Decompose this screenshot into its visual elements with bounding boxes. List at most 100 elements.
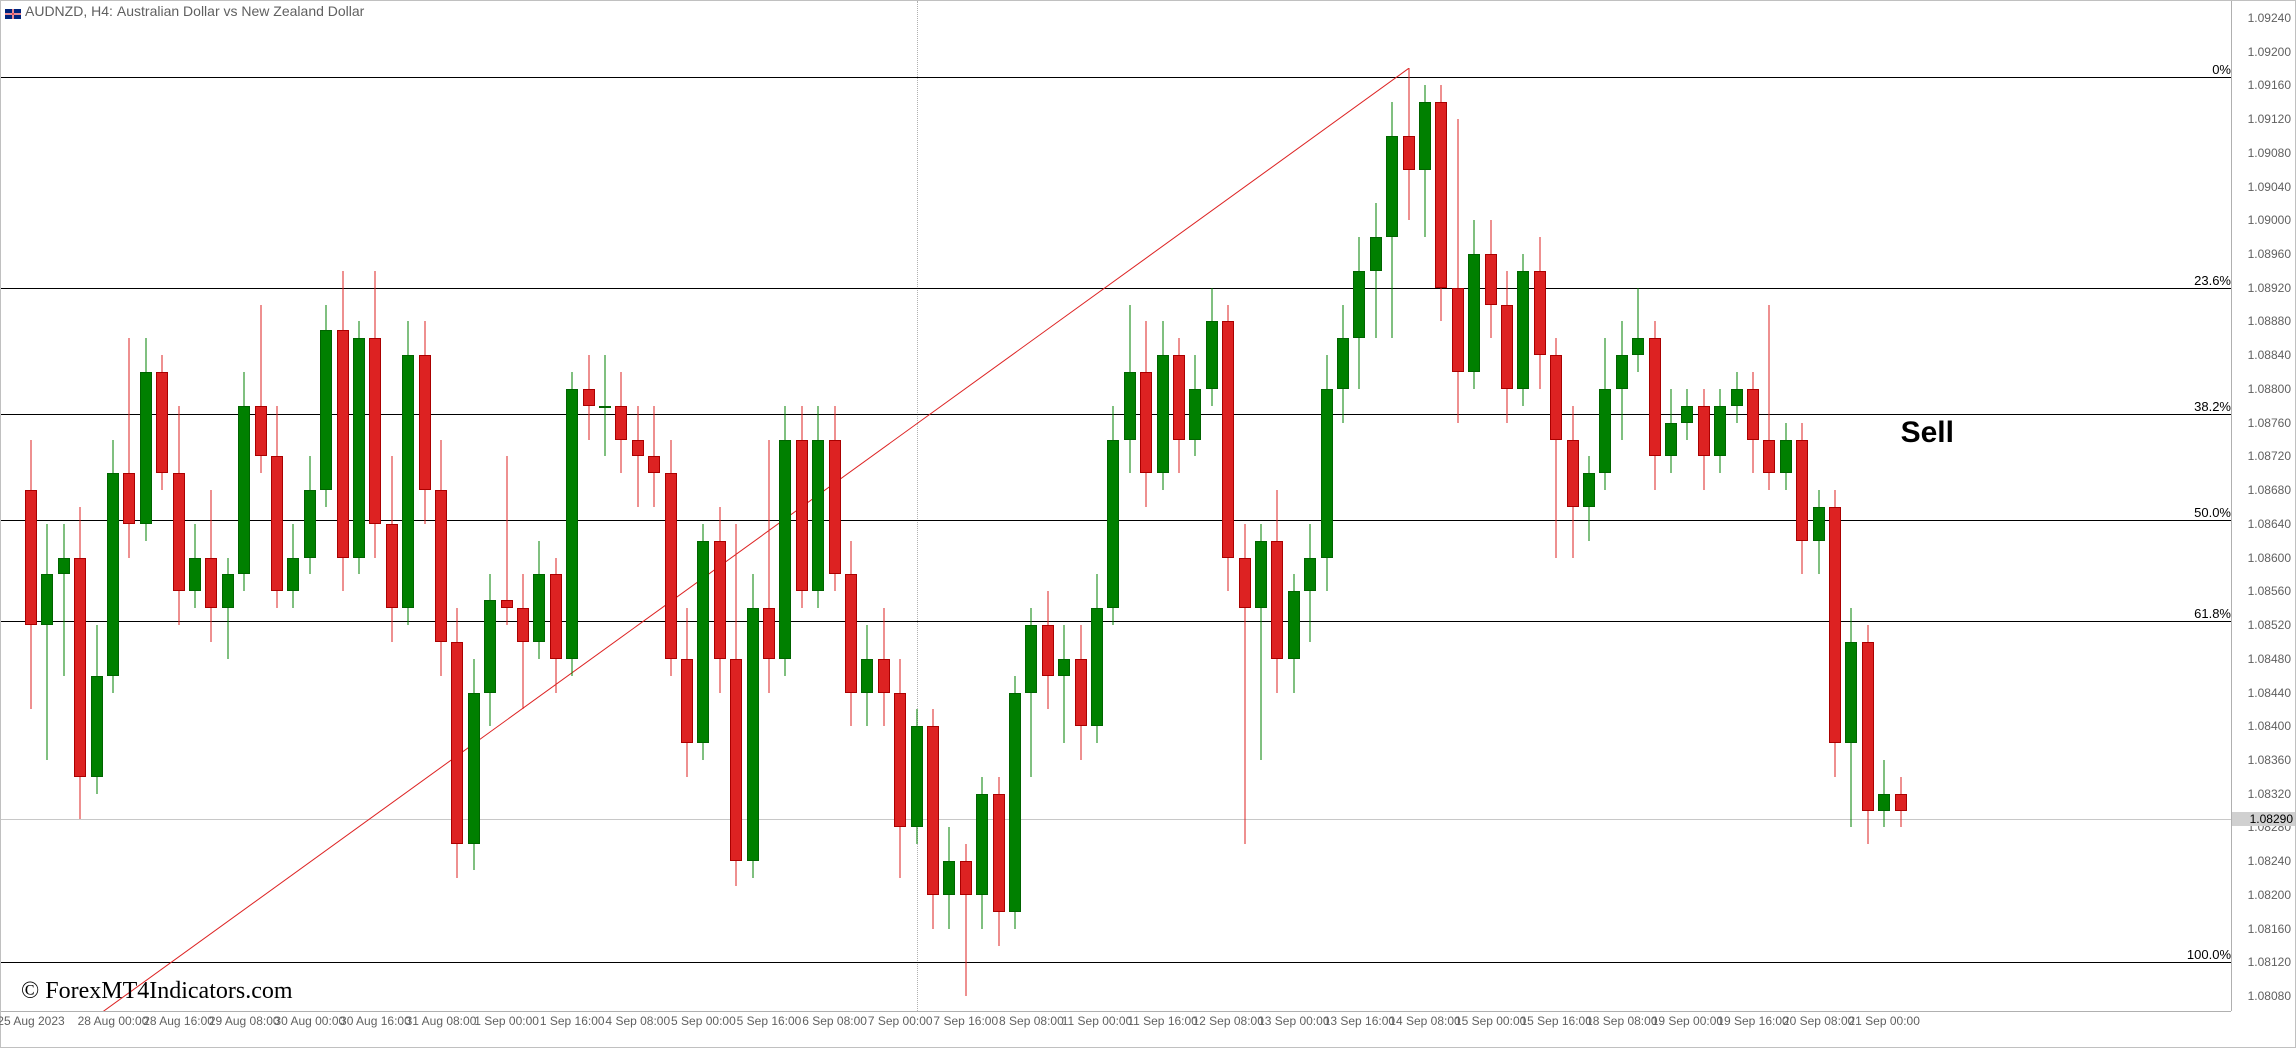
candle[interactable] — [665, 440, 677, 676]
candle[interactable] — [779, 406, 791, 676]
candle[interactable] — [271, 406, 283, 608]
candle[interactable] — [1681, 389, 1693, 440]
candle[interactable] — [1403, 68, 1415, 220]
candle[interactable] — [189, 524, 201, 608]
candle[interactable] — [1091, 574, 1103, 743]
candle[interactable] — [1386, 102, 1398, 338]
candle[interactable] — [369, 271, 381, 558]
candle[interactable] — [1599, 338, 1611, 490]
candle[interactable] — [337, 271, 349, 591]
candle[interactable] — [993, 777, 1005, 946]
candle[interactable] — [1058, 625, 1070, 743]
candle[interactable] — [648, 406, 660, 507]
candle[interactable] — [123, 338, 135, 557]
candle[interactable] — [960, 844, 972, 996]
candle[interactable] — [1321, 355, 1333, 591]
candle[interactable] — [1452, 119, 1464, 423]
candle[interactable] — [1763, 305, 1775, 491]
candle[interactable] — [796, 406, 808, 608]
candle[interactable] — [402, 321, 414, 625]
candle[interactable] — [599, 355, 611, 456]
candle[interactable] — [1370, 203, 1382, 338]
candle[interactable] — [1878, 760, 1890, 827]
candle[interactable] — [1534, 237, 1546, 389]
candle[interactable] — [1862, 625, 1874, 844]
candle[interactable] — [1173, 338, 1185, 473]
candle[interactable] — [714, 507, 726, 693]
fib-level-line[interactable] — [1, 77, 2233, 78]
candle[interactable] — [1616, 321, 1628, 439]
candle[interactable] — [681, 608, 693, 777]
candle[interactable] — [468, 659, 480, 870]
candle[interactable] — [1895, 777, 1907, 828]
candle[interactable] — [829, 406, 841, 592]
candle[interactable] — [1517, 254, 1529, 406]
candle[interactable] — [1501, 271, 1513, 423]
candle[interactable] — [238, 372, 250, 591]
candle[interactable] — [1206, 288, 1218, 406]
candle[interactable] — [1337, 305, 1349, 423]
candle[interactable] — [1583, 456, 1595, 540]
candle[interactable] — [419, 321, 431, 523]
candle[interactable] — [566, 372, 578, 676]
candle[interactable] — [878, 608, 890, 726]
candle[interactable] — [533, 541, 545, 659]
candle[interactable] — [1780, 423, 1792, 490]
candle[interactable] — [615, 372, 627, 473]
fib-level-line[interactable] — [1, 962, 2233, 963]
chart-window[interactable]: AUDNZD, H4: Australian Dollar vs New Zea… — [0, 0, 2296, 1048]
candle[interactable] — [140, 338, 152, 540]
candle[interactable] — [927, 709, 939, 928]
candle[interactable] — [1288, 574, 1300, 692]
candle[interactable] — [1353, 237, 1365, 389]
candle[interactable] — [1009, 676, 1021, 929]
candle[interactable] — [1189, 355, 1201, 456]
candle[interactable] — [320, 305, 332, 507]
candle[interactable] — [41, 524, 53, 760]
candle[interactable] — [517, 574, 529, 709]
candle[interactable] — [74, 507, 86, 819]
candle[interactable] — [1632, 288, 1644, 372]
candle[interactable] — [287, 524, 299, 608]
candle[interactable] — [1255, 524, 1267, 760]
candle[interactable] — [1304, 524, 1316, 642]
candle[interactable] — [1485, 220, 1497, 338]
candle[interactable] — [1665, 389, 1677, 473]
candle[interactable] — [697, 524, 709, 760]
candle[interactable] — [1468, 220, 1480, 389]
candle[interactable] — [1435, 85, 1447, 321]
candle[interactable] — [91, 625, 103, 794]
candle[interactable] — [943, 827, 955, 928]
candle[interactable] — [205, 490, 217, 642]
candle[interactable] — [1550, 338, 1562, 557]
candle[interactable] — [1239, 524, 1251, 844]
candle[interactable] — [812, 406, 824, 608]
candle[interactable] — [730, 524, 742, 887]
candle[interactable] — [1796, 423, 1808, 575]
candle[interactable] — [25, 440, 37, 710]
candle[interactable] — [747, 574, 759, 878]
candle[interactable] — [1714, 389, 1726, 473]
candle[interactable] — [976, 777, 988, 929]
candle[interactable] — [861, 625, 873, 726]
candle[interactable] — [583, 355, 595, 439]
candle[interactable] — [1698, 389, 1710, 490]
candle[interactable] — [222, 558, 234, 659]
candle[interactable] — [435, 440, 447, 676]
candle[interactable] — [58, 524, 70, 676]
candle[interactable] — [632, 406, 644, 507]
time-axis[interactable]: 25 Aug 202328 Aug 00:0028 Aug 16:0029 Au… — [1, 1011, 2231, 1047]
candle[interactable] — [156, 355, 168, 490]
candle[interactable] — [894, 659, 906, 878]
candle[interactable] — [1747, 372, 1759, 473]
candle[interactable] — [1222, 305, 1234, 592]
candle[interactable] — [1124, 305, 1136, 474]
plot-area[interactable]: 0%23.6%38.2%50.0%61.8%100.0% — [1, 1, 2233, 1013]
candle[interactable] — [1649, 321, 1661, 490]
candle[interactable] — [1731, 372, 1743, 423]
candle[interactable] — [1107, 406, 1119, 625]
candle[interactable] — [1271, 490, 1283, 692]
candle[interactable] — [1025, 608, 1037, 777]
candle[interactable] — [255, 305, 267, 474]
candle[interactable] — [550, 558, 562, 693]
